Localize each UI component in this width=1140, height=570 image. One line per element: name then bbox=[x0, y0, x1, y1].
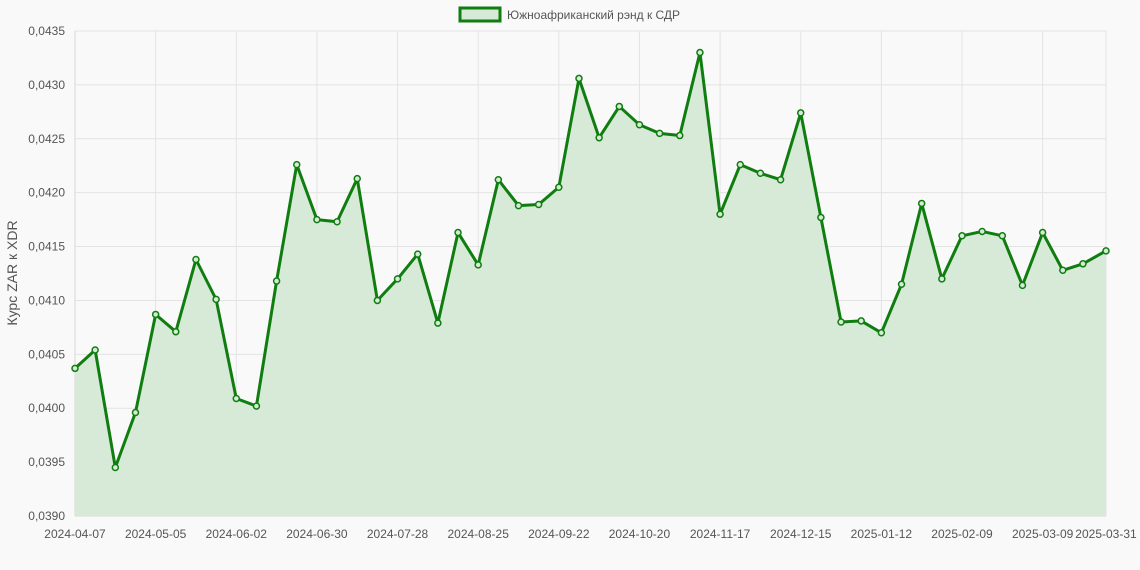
x-tick-label: 2025-02-09 bbox=[931, 527, 993, 541]
data-point[interactable] bbox=[696, 48, 704, 57]
data-point[interactable] bbox=[474, 261, 482, 269]
data-point[interactable] bbox=[1018, 281, 1027, 290]
y-tick-label: 0,0390 bbox=[28, 509, 65, 523]
data-point[interactable] bbox=[938, 275, 946, 283]
y-tick-label: 0,0410 bbox=[28, 293, 65, 307]
x-tick-label: 2025-03-31 bbox=[1075, 527, 1137, 541]
x-tick-label: 2024-09-22 bbox=[528, 527, 590, 541]
data-point[interactable] bbox=[736, 160, 744, 169]
data-point[interactable] bbox=[917, 199, 926, 208]
data-point[interactable] bbox=[655, 129, 664, 138]
data-point[interactable] bbox=[454, 228, 462, 237]
data-point[interactable] bbox=[837, 318, 845, 326]
x-tick-label: 2024-11-17 bbox=[690, 527, 751, 541]
legend-label[interactable]: Южноафриканский рэнд к СДР bbox=[507, 8, 680, 22]
data-point[interactable] bbox=[393, 275, 402, 283]
x-tick-label: 2024-07-28 bbox=[367, 527, 429, 541]
data-point[interactable] bbox=[534, 200, 543, 209]
x-tick-label: 2024-10-20 bbox=[609, 527, 671, 541]
series-area bbox=[75, 52, 1106, 517]
x-tick-label: 2024-04-07 bbox=[44, 527, 106, 541]
data-point[interactable] bbox=[252, 402, 261, 410]
data-point[interactable] bbox=[91, 346, 99, 354]
series-line-layer bbox=[73, 51, 1107, 469]
data-point[interactable] bbox=[313, 215, 321, 224]
data-point[interactable] bbox=[756, 169, 765, 178]
data-point[interactable] bbox=[635, 121, 644, 129]
data-point[interactable] bbox=[897, 280, 906, 289]
data-point[interactable] bbox=[978, 227, 986, 236]
data-point[interactable] bbox=[71, 364, 79, 373]
y-tick-label: 0,0420 bbox=[28, 186, 65, 200]
data-point[interactable] bbox=[1038, 228, 1047, 237]
data-point[interactable] bbox=[595, 133, 603, 142]
data-point[interactable] bbox=[434, 319, 442, 327]
legend-swatch[interactable] bbox=[458, 6, 502, 23]
x-tick-label: 2024-08-25 bbox=[447, 527, 509, 541]
y-tick-label: 0,0415 bbox=[28, 240, 65, 254]
y-tick-label: 0,0405 bbox=[28, 347, 65, 361]
data-point[interactable] bbox=[817, 213, 825, 222]
y-axis-tick-labels: 0,0390 0,0395 0,0400 0,0405 0,0410 0,0415 0,04… bbox=[28, 24, 65, 523]
data-point[interactable] bbox=[676, 131, 684, 140]
series-line bbox=[73, 51, 1107, 469]
data-point[interactable] bbox=[615, 102, 624, 111]
data-point[interactable] bbox=[333, 218, 341, 226]
data-point[interactable] bbox=[1079, 260, 1087, 268]
data-point[interactable] bbox=[413, 250, 422, 258]
x-tick-label: 2024-06-02 bbox=[206, 527, 268, 541]
data-point[interactable] bbox=[293, 160, 301, 169]
data-point[interactable] bbox=[131, 408, 140, 417]
data-point[interactable] bbox=[514, 201, 523, 210]
data-point[interactable] bbox=[1102, 247, 1110, 255]
data-point[interactable] bbox=[212, 295, 220, 304]
data-point[interactable] bbox=[272, 277, 281, 285]
x-tick-label: 2025-03-09 bbox=[1012, 527, 1074, 541]
data-point[interactable] bbox=[111, 463, 120, 472]
data-point[interactable] bbox=[192, 255, 200, 264]
data-point[interactable] bbox=[232, 394, 241, 403]
data-point[interactable] bbox=[1059, 266, 1067, 275]
data-point[interactable] bbox=[494, 175, 503, 184]
y-tick-label: 0,0435 bbox=[28, 24, 65, 38]
data-point[interactable] bbox=[555, 183, 563, 192]
data-point[interactable] bbox=[776, 175, 785, 184]
data-points-layer bbox=[71, 48, 1110, 472]
y-tick-label: 0,0395 bbox=[28, 455, 65, 469]
x-tick-label: 2024-06-30 bbox=[286, 527, 348, 541]
data-point[interactable] bbox=[373, 296, 382, 305]
y-tick-label: 0,0400 bbox=[28, 401, 65, 415]
data-point[interactable] bbox=[998, 232, 1007, 240]
data-point[interactable] bbox=[172, 327, 180, 336]
x-tick-label: 2024-05-05 bbox=[125, 527, 187, 541]
x-axis-tick-labels: 2024-04-07 2024-05-05 2024-06-02 2024-06-30… bbox=[44, 527, 1137, 541]
y-axis-title: Курс ZAR к XDR bbox=[4, 220, 20, 325]
data-point[interactable] bbox=[958, 232, 966, 240]
data-point[interactable] bbox=[353, 174, 361, 183]
data-point[interactable] bbox=[151, 310, 160, 319]
data-point[interactable] bbox=[575, 74, 583, 83]
data-point[interactable] bbox=[857, 317, 865, 325]
data-point[interactable] bbox=[796, 109, 805, 117]
x-tick-label: 2025-01-12 bbox=[851, 527, 913, 541]
x-tick-label: 2024-12-15 bbox=[770, 527, 832, 541]
data-point[interactable] bbox=[877, 329, 886, 337]
data-point[interactable] bbox=[716, 210, 724, 218]
area-fill-layer bbox=[75, 52, 1106, 517]
y-tick-label: 0,0425 bbox=[28, 132, 65, 146]
legend[interactable]: Южноафриканский рэнд к СДР bbox=[458, 6, 680, 23]
y-tick-label: 0,0430 bbox=[28, 78, 65, 92]
